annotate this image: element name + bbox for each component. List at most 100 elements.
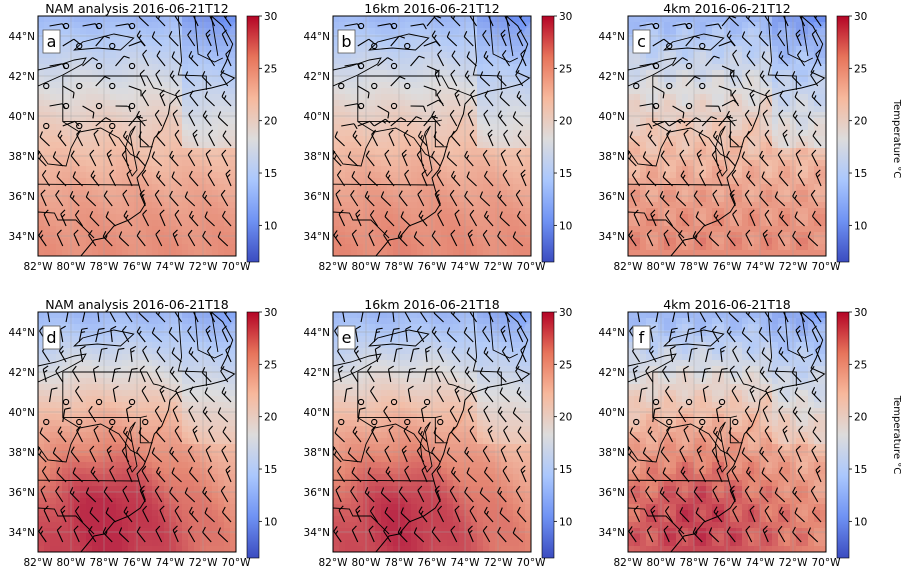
lon-tick-label: 70°W	[222, 557, 252, 569]
lat-tick-label: 40°N	[9, 111, 35, 123]
lat-tick-label: 36°N	[9, 191, 35, 203]
lon-tick-label: 72°W	[484, 261, 514, 273]
lon-tick-label: 74°W	[746, 557, 776, 569]
lat-tick-label: 40°N	[599, 407, 625, 419]
lat-tick-label: 34°N	[304, 231, 330, 243]
lon-tick-label: 72°W	[779, 261, 809, 273]
lat-tick-label: 42°N	[599, 367, 625, 379]
map-field	[627, 292, 842, 572]
lat-tick-label: 40°N	[304, 111, 330, 123]
lat-tick-label: 42°N	[9, 71, 35, 83]
lat-tick-label: 38°N	[9, 447, 35, 459]
lat-tick-label: 44°N	[599, 327, 625, 339]
lat-tick-label: 36°N	[9, 487, 35, 499]
colorbar-tick-label: 15	[559, 464, 572, 476]
lat-tick-label: 34°N	[9, 527, 35, 539]
colorbar-tick-label: 20	[559, 116, 572, 128]
colorbar-tick-label: 10	[264, 516, 277, 528]
lat-tick-label: 38°N	[304, 447, 330, 459]
lon-tick-label: 82°W	[24, 557, 54, 569]
lon-tick-label: 70°W	[222, 261, 252, 273]
colorbar-gradient	[837, 16, 849, 262]
lat-tick-label: 38°N	[599, 447, 625, 459]
lon-tick-label: 74°W	[156, 557, 186, 569]
colorbar-tick-label: 20	[854, 412, 867, 424]
lat-tick-label: 44°N	[304, 327, 330, 339]
lat-tick-label: 38°N	[304, 151, 330, 163]
panel-title: NAM analysis 2016-06-21T12	[45, 1, 228, 16]
colorbar-tick-label: 30	[264, 11, 277, 23]
panel-title: 4km 2016-06-21T12	[663, 1, 791, 16]
colorbar-tick-label: 15	[854, 464, 867, 476]
colorbar-gradient	[837, 312, 849, 558]
lat-tick-label: 44°N	[304, 31, 330, 43]
colorbar-gradient	[247, 312, 259, 558]
colorbar-tick-label: 10	[854, 220, 867, 232]
panel-title: NAM analysis 2016-06-21T18	[45, 297, 228, 312]
lat-tick-label: 44°N	[599, 31, 625, 43]
colorbar-tick-label: 30	[559, 11, 572, 23]
colorbar-tick-label: 25	[854, 63, 867, 75]
panel-letter: e	[342, 328, 352, 347]
colorbar-tick-label: 30	[264, 307, 277, 319]
panel-title: 4km 2016-06-21T18	[663, 297, 791, 312]
colorbar-tick-label: 15	[559, 168, 572, 180]
colorbar-tick-label: 10	[559, 220, 572, 232]
lon-tick-label: 72°W	[484, 557, 514, 569]
colorbar-tick-label: 30	[854, 11, 867, 23]
lat-tick-label: 36°N	[304, 191, 330, 203]
lon-tick-label: 82°W	[319, 557, 349, 569]
colorbar-tick-label: 25	[854, 359, 867, 371]
ocean-region	[333, 292, 548, 572]
panel-letter: a	[47, 32, 57, 51]
lon-tick-label: 76°W	[418, 261, 448, 273]
colorbar-label: Temperature °C	[891, 395, 901, 475]
colorbar-tick-label: 25	[264, 63, 277, 75]
lat-tick-label: 44°N	[9, 327, 35, 339]
colorbar-tick-label: 15	[264, 464, 277, 476]
colorbar-tick-label: 10	[559, 516, 572, 528]
lat-tick-label: 42°N	[9, 367, 35, 379]
panel-title: 16km 2016-06-21T12	[364, 1, 499, 16]
lon-tick-label: 80°W	[57, 261, 87, 273]
lon-tick-label: 78°W	[90, 261, 120, 273]
map-field	[37, 292, 252, 572]
lat-tick-label: 38°N	[9, 151, 35, 163]
lon-tick-label: 72°W	[189, 261, 219, 273]
panel-letter: c	[637, 32, 646, 51]
lon-tick-label: 82°W	[614, 261, 644, 273]
lon-tick-label: 78°W	[680, 261, 710, 273]
lat-tick-label: 42°N	[304, 71, 330, 83]
lon-tick-label: 80°W	[647, 261, 677, 273]
lon-tick-label: 74°W	[156, 261, 186, 273]
lon-tick-label: 76°W	[418, 557, 448, 569]
panel-title: 16km 2016-06-21T18	[364, 297, 500, 312]
panel-letter: b	[341, 32, 351, 51]
lat-tick-label: 34°N	[599, 231, 625, 243]
colorbar-tick-label: 20	[854, 116, 867, 128]
lat-tick-label: 40°N	[304, 407, 330, 419]
colorbar-tick-label: 25	[264, 359, 277, 371]
lon-tick-label: 78°W	[385, 557, 415, 569]
lat-tick-label: 38°N	[599, 151, 625, 163]
lat-tick-label: 42°N	[304, 367, 330, 379]
colorbar-label: Temperature °C	[891, 99, 901, 179]
lon-tick-label: 72°W	[189, 557, 219, 569]
colorbar-tick-label: 10	[854, 516, 867, 528]
lon-tick-label: 76°W	[713, 557, 743, 569]
lat-tick-label: 40°N	[9, 407, 35, 419]
map-field	[332, 0, 547, 276]
colorbar-tick-label: 30	[854, 307, 867, 319]
lon-tick-label: 82°W	[24, 261, 54, 273]
lon-tick-label: 70°W	[812, 261, 842, 273]
lon-tick-label: 74°W	[451, 557, 481, 569]
